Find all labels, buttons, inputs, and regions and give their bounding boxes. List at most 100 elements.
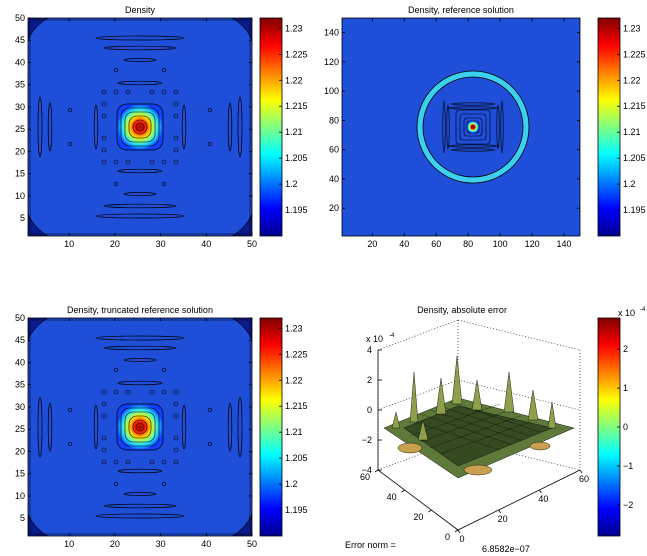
y-tick-mark [539,489,542,494]
x-tick-label: 0 [445,532,450,542]
contour-dots [67,67,213,187]
error-norm-value: 6.8582e−07 [482,544,530,554]
x-tick-label: 50 [247,539,257,549]
colorbar-tick-label: 1.195 [623,205,646,215]
peak-region [116,403,164,451]
x-tick-label: 40 [201,239,211,249]
colorbar-tick-label: 1.2 [285,179,298,189]
y-tick-label: 35 [15,380,25,390]
colorbar-tick-label: 1.21 [285,127,303,137]
y-tick-label: 5 [20,513,25,523]
y-tick-label: 140 [324,28,339,38]
y-tick-label: 20 [498,514,508,524]
x-tick-mark [454,529,459,533]
panel-reference: Density, reference solution 20 40 60 80 100 1… [324,5,646,249]
plot-frame [27,17,253,237]
x-tick-label: 20 [110,239,120,249]
y-tick-label: 80 [329,115,339,125]
x-tick-mark [374,469,379,473]
y-tick-label: 10 [15,191,25,201]
y-tick-label: 20 [15,446,25,456]
plot-frame [27,317,253,537]
x-tick-label: 20 [110,539,120,549]
colorbar-tick-label: 1.21 [623,127,641,137]
colorbar-tick-label: 1.22 [285,75,303,85]
y-tick-label: 5 [20,213,25,223]
panel-title: Density, absolute error [417,305,507,315]
y-tick-label: 120 [324,57,339,67]
y-tick-label: 60 [329,145,339,155]
y-tick-label: 40 [329,174,339,184]
z-scale-exponent: -4 [389,333,395,339]
colorbar-tick-label: 1.23 [285,323,303,333]
x-tick-label: 40 [387,492,397,502]
x-tick-label: 30 [156,539,166,549]
y-tick-label: 45 [15,35,25,45]
colorbar-tick-label: 1.2 [623,179,636,189]
contour-lines [442,100,504,154]
x-tick-label: 30 [156,239,166,249]
colorbar-tick-label: 1.23 [285,23,303,33]
colorbar-tick-label: 1.205 [285,153,308,163]
x-tick-label: 80 [463,239,473,249]
z-tick-label: 2 [367,375,372,385]
y-tick-label: 25 [15,424,25,434]
panel-title: Density [125,5,156,15]
x-tick-label: 60 [431,239,441,249]
colorbar-tick-label: 1.2 [285,479,298,489]
colorbar-tick-label: 1.215 [623,101,646,111]
colorbar: x 10 -4 2 1 0 −1 −2 [597,307,646,537]
axis-ticks: 10 20 30 40 50 5 10 15 20 25 30 35 40 45 50 [15,13,257,249]
x-tick-mark [428,509,432,513]
colorbar-tick-label: 1.21 [285,427,303,437]
z-tick-label: 4 [367,345,372,355]
panel-absolute-error: Density, absolute error [345,305,646,554]
colorbar-tick-label: 1.225 [285,349,308,359]
colorbar-tick-label: 1.23 [623,23,641,33]
colorbar-tick-label: 0 [623,422,628,432]
y-tick-label: 60 [579,474,589,484]
colorbar-tick-label: 1.22 [623,75,641,85]
y-tick-label: 10 [15,491,25,501]
x-tick-label: 10 [64,539,74,549]
colorbar-tick-label: 1.205 [623,153,646,163]
colorbar-tick-label: 1.215 [285,101,308,111]
y-tick-label: 20 [15,146,25,156]
error-surface [383,355,575,479]
z-tick-label: −2 [362,435,372,445]
y-tick-label: 50 [15,13,25,23]
contour-dots [67,367,213,487]
x-tick-label: 40 [201,539,211,549]
colorbar-tick-label: 1.22 [285,375,303,385]
colorbar-tick-label: 1.225 [285,49,308,59]
z-tick-label: −4 [362,465,372,475]
y-tick-label: 100 [324,86,339,96]
y-tick-label: 40 [15,57,25,67]
panel-density: Density [15,5,308,249]
x-tick-label: 120 [525,239,540,249]
y-tick-mark [457,529,461,534]
x-tick-label: 20 [367,239,377,249]
x-tick-label: 40 [399,239,409,249]
x-tick-label: 10 [64,239,74,249]
colorbar-tick-label: 1 [623,383,628,393]
peak-region [116,103,164,151]
panel-truncated: Density, truncated reference solution [15,305,308,549]
z-tick-label: 0 [367,405,372,415]
y-tick-label: 45 [15,335,25,345]
colorbar-tick-label: −1 [623,461,633,471]
x-tick-mark [401,489,405,493]
heatmap-plot [342,18,580,236]
colorbar: 1.195 1.2 1.205 1.21 1.215 1.22 1.225 1.23 [259,317,308,537]
y-tick-label: 0 [459,534,464,544]
colorbar-tick-label: 1.215 [285,401,308,411]
y-tick-label: 30 [15,102,25,112]
x-tick-label: 140 [557,239,572,249]
y-tick-label: 50 [15,313,25,323]
contour-lines [37,335,243,519]
colorbar-tick-label: 1.225 [623,49,646,59]
x-tick-label: 50 [247,239,257,249]
y-tick-label: 25 [15,124,25,134]
